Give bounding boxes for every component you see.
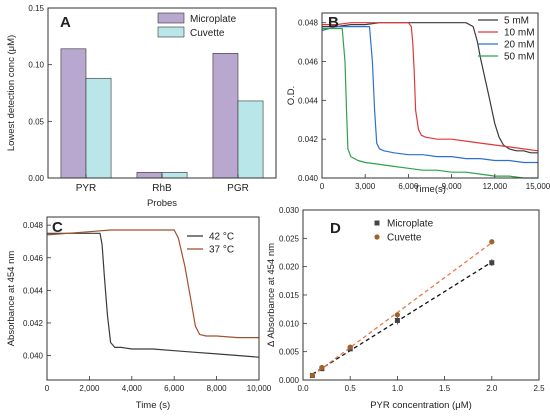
panel-B-xtick-label: 3,000 (355, 182, 376, 191)
panel-B-xlabel: Time(s) (414, 184, 446, 195)
panel-C-legend-label: 42 °C (209, 232, 234, 243)
panel-A-ylabel: Lowest detection conc (μM) (6, 35, 17, 151)
panel-D-ytick-label: 0.025 (279, 234, 300, 243)
panel-A-category-label: PYR (76, 183, 97, 194)
panel-A-legend-swatch (157, 26, 185, 38)
panel-D-xtick-label: 1.0 (392, 384, 404, 393)
panel-D-point-cuvette (319, 364, 325, 371)
panel-C-series-line-1 (46, 229, 259, 339)
panel-B-xtick-label: 0 (320, 182, 325, 191)
panel-D-point-microplate (489, 260, 495, 266)
panel-B-ytick-label: 0.042 (298, 135, 319, 144)
panel-C-ytick-label: 0.046 (23, 254, 44, 263)
panel-B-xtick-label: 9,000 (442, 182, 463, 191)
panel-D-xtick-label: 0.0 (297, 384, 309, 393)
panel-D-ytick-label: 0.030 (279, 206, 300, 215)
panel-A-bar-cuvette-pyr (85, 77, 112, 179)
panel-A-ytick-label: 0.10 (28, 61, 44, 70)
panel-B-legend-label: 20 mM (504, 40, 535, 51)
panel-B-series-line-3 (322, 27, 538, 179)
panel-D-ylabel: Δ Absorbance at 454 nm (266, 243, 277, 347)
panel-B-legend-label: 5 mM (504, 16, 529, 27)
panel-D-ytick-label: 0.020 (279, 263, 300, 272)
panel-B-ytick-label: 0.040 (298, 174, 319, 183)
panel-A-bar-microplate-rhb (136, 172, 163, 179)
panel-C-ytick-label: 0.040 (23, 352, 44, 361)
panel-D-fit-line-0 (312, 261, 493, 375)
panel-B-ytick-label: 0.048 (298, 19, 319, 28)
panel-B-xtick-label: 6,000 (398, 182, 419, 191)
panel-A-ytick-label: 0.15 (28, 4, 44, 13)
panel-D-letter: D (330, 220, 341, 237)
panel-C-ytick-label: 0.044 (23, 286, 44, 295)
panel-D-ytick-label: 0.015 (279, 291, 300, 300)
panel-D-point-cuvette (394, 312, 400, 318)
panel-D-xlabel: PYR concentration (μM) (370, 400, 472, 411)
panel-B-xtick-label: 12,000 (483, 182, 508, 191)
panel-C-xtick-label: 10,000 (247, 384, 272, 393)
panel-D-point-cuvette (309, 372, 316, 379)
panel-C-xtick-label: 8,000 (207, 384, 228, 393)
panel-D-ytick-label: 0.005 (279, 348, 300, 357)
panel-C-frame (46, 216, 260, 381)
panel-D-xtick-label: 2.0 (486, 384, 498, 393)
panel-C-legend-label: 37 °C (209, 245, 234, 256)
panel-A-xlabel: Probes (147, 198, 177, 209)
panel-B-ylabel: O.D. (286, 86, 297, 106)
panel-D-fit-line-1 (312, 242, 493, 376)
panel-B-ytick-label: 0.044 (298, 96, 319, 105)
panel-B-legend-label: 10 mM (504, 28, 535, 39)
panel-C-ylabel: Absorbance at 454 nm (6, 251, 17, 347)
panel-A-bar-cuvette-pgr (237, 100, 264, 179)
panel-B-ytick-label: 0.046 (298, 58, 319, 67)
panel-B-xtick-label: 15,000 (526, 182, 550, 191)
panel-D-point-cuvette (347, 344, 353, 350)
panel-D-ytick-label: 0.000 (279, 376, 300, 385)
panel-D-legend-label: Microplate (387, 219, 434, 230)
panel-A-legend-swatch (157, 12, 185, 24)
panel-A-letter: A (60, 14, 71, 31)
panel-B-series-line-1 (322, 22, 539, 152)
panel-A-legend-label: Microplate (190, 14, 237, 25)
panel-A-ytick-label: 0.05 (28, 117, 44, 126)
panel-B-series-line-2 (321, 26, 538, 164)
panel-C-xtick-label: 4,000 (122, 384, 143, 393)
panel-C-letter: C (52, 219, 63, 236)
panel-C-xlabel: Time (s) (136, 400, 170, 411)
panel-D-legend-marker (374, 234, 380, 240)
panel-D-point-cuvette (489, 239, 495, 245)
panel-D-point-microplate (394, 318, 400, 323)
panel-A-category-label: PGR (227, 183, 249, 194)
panel-D-legend-marker (374, 220, 380, 226)
panel-B-letter: B (328, 14, 339, 31)
panel-C-xtick-label: 2,000 (79, 384, 100, 393)
panel-C-ytick-label: 0.048 (23, 221, 44, 230)
panel-C-series-line-0 (47, 232, 260, 358)
panel-A-legend-label: Cuvette (190, 28, 225, 39)
panel-A-ytick-label: 0.00 (28, 174, 44, 183)
panel-A-bar-microplate-pgr (212, 53, 239, 179)
panel-D-xtick-label: 1.5 (439, 384, 451, 393)
panel-C-ytick-label: 0.042 (23, 319, 44, 328)
panel-B-legend-label: 50 mM (504, 52, 535, 63)
panel-A-bar-cuvette-rhb (161, 172, 188, 179)
panel-C-xtick-label: 0 (45, 384, 50, 393)
panel-C-xtick-label: 6,000 (164, 384, 185, 393)
panel-B-frame (321, 12, 539, 179)
panel-A-category-label: RhB (152, 183, 172, 194)
panel-D-ytick-label: 0.010 (279, 319, 300, 328)
panel-A-bar-microplate-pyr (60, 48, 87, 179)
panel-D-xtick-label: 2.5 (533, 384, 545, 393)
panel-D-xtick-label: 0.5 (345, 384, 357, 393)
panel-D-legend-label: Cuvette (387, 233, 422, 244)
